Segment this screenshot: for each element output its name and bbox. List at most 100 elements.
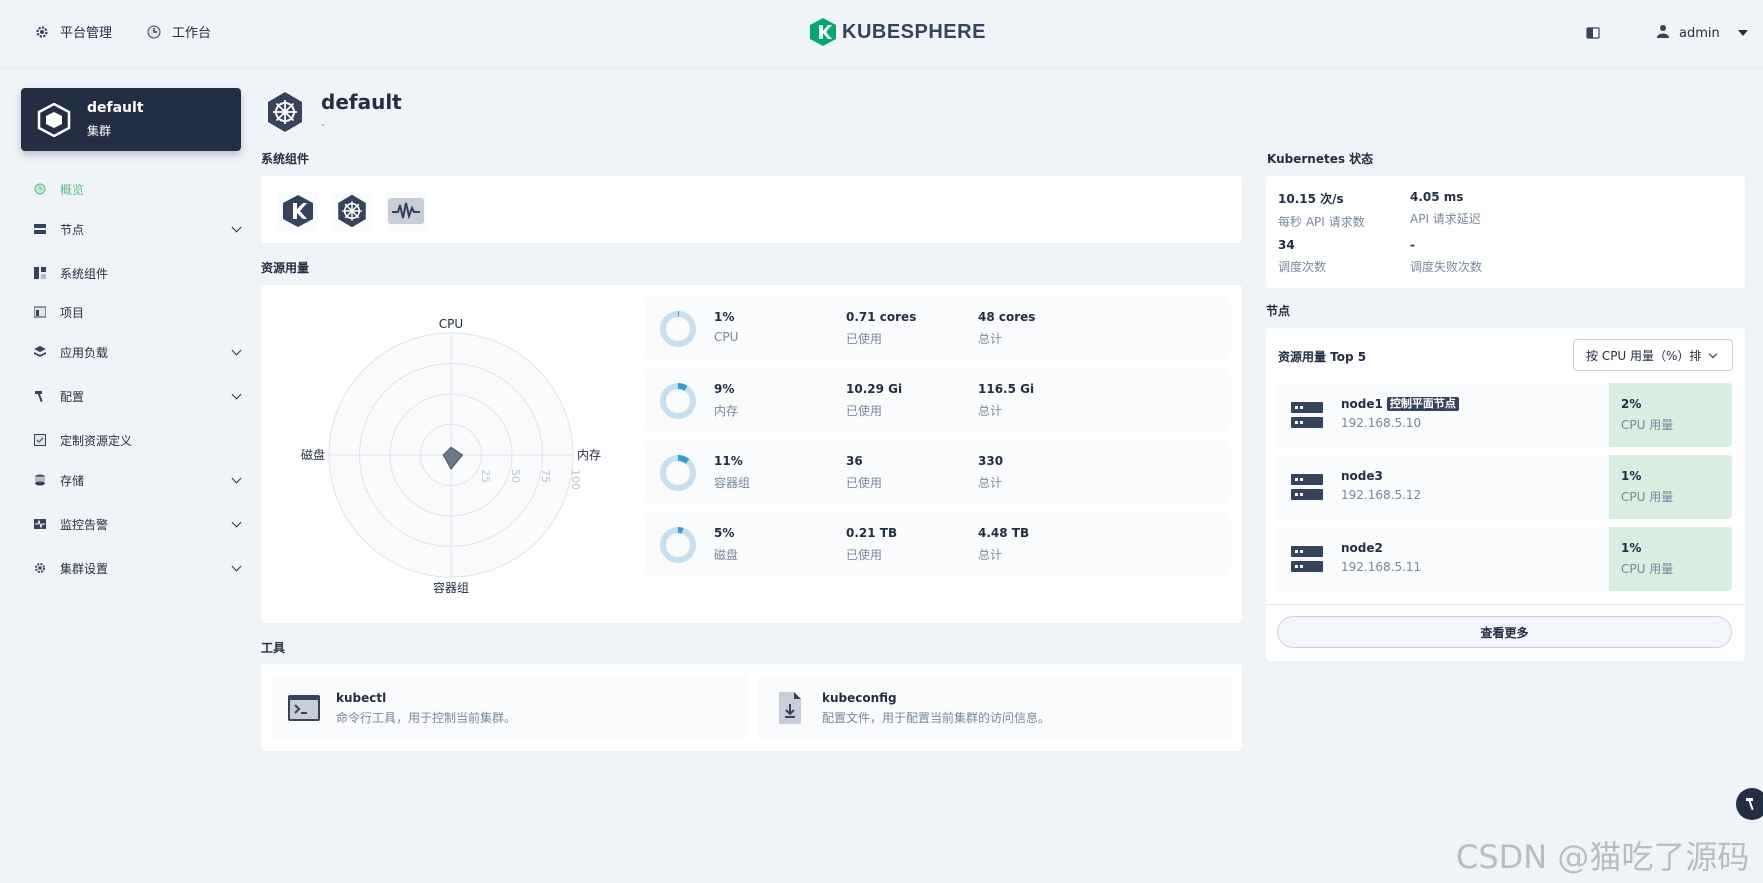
chevron-down-icon <box>231 473 242 484</box>
monitoring-icon <box>34 518 46 530</box>
sidebar-item-label: 概览 <box>60 182 85 197</box>
system-components-panel <box>261 176 1242 243</box>
node-row[interactable]: node2 192.168.5.11 1% CPU 用量 <box>1277 527 1732 591</box>
toolbox-button[interactable] <box>1736 788 1763 820</box>
stat-schedule-failures: - 调度失败次数 <box>1410 238 1482 275</box>
sidebar-item-projects[interactable]: 项目 <box>34 301 84 323</box>
user-menu[interactable]: admin <box>1657 24 1748 42</box>
sidebar-item-components[interactable]: 系统组件 <box>34 262 108 284</box>
sidebar-item-config[interactable]: 配置 <box>34 385 242 407</box>
donut-chart <box>660 311 696 347</box>
sidebar-item-workloads[interactable]: 应用负载 <box>34 341 242 363</box>
total-label: 总计 <box>978 332 1003 346</box>
stat-api-rps: 10.15 次/s 每秒 API 请求数 <box>1278 190 1365 230</box>
gear-icon <box>34 24 50 40</box>
workbench-link[interactable]: 工作台 <box>146 22 211 41</box>
node-name: node2 <box>1341 541 1383 555</box>
total-value: 48 cores <box>978 310 1036 324</box>
resource-name: 内存 <box>714 404 739 418</box>
radar-label-disk: 磁盘 <box>301 447 325 462</box>
usage-percent: 1% <box>714 310 735 324</box>
nodes-icon <box>34 223 46 235</box>
chevron-down-icon <box>231 389 242 400</box>
sidebar-item-label: 节点 <box>60 222 85 237</box>
node-cpu-usage: 1% CPU 用量 <box>1609 527 1732 591</box>
components-icon <box>34 267 46 279</box>
server-icon <box>1291 474 1323 500</box>
node-cpu-usage: 2% CPU 用量 <box>1609 383 1732 447</box>
sidebar-item-overview[interactable]: 概览 <box>34 178 84 200</box>
stat-label: 调度次数 <box>1278 260 1327 274</box>
kubernetes-component-icon[interactable] <box>332 191 372 231</box>
cluster-card[interactable]: default 集群 <box>21 88 241 151</box>
stat-value: - <box>1410 238 1415 252</box>
kubesphere-logo[interactable]: KUBESPHERE <box>810 18 986 46</box>
kubesphere-component-icon[interactable] <box>278 191 318 231</box>
terminal-icon <box>288 695 320 721</box>
usage-label: CPU 用量 <box>1621 562 1674 576</box>
workload-icon <box>34 346 46 358</box>
radar-tick: 50 <box>509 469 522 483</box>
username: admin <box>1679 25 1720 41</box>
donut-chart <box>660 455 696 491</box>
radar-label-cpu: CPU <box>439 317 463 331</box>
used-label: 已使用 <box>846 548 883 562</box>
used-label: 已使用 <box>846 476 883 490</box>
tool-name: kubectl <box>336 691 387 705</box>
monitoring-component-icon[interactable] <box>386 191 426 231</box>
usage-value: 2% <box>1621 397 1642 411</box>
sort-select[interactable]: 按 CPU 用量（%）排 <box>1573 339 1733 371</box>
tools-panel: kubectl 命令行工具，用于控制当前集群。 kubeconfig 配置文件，… <box>261 664 1242 751</box>
sidebar-item-label: 系统组件 <box>60 266 109 281</box>
dashboard-icon <box>146 24 162 40</box>
node-row[interactable]: node1 控制平面节点 192.168.5.10 2% CPU 用量 <box>1277 383 1732 447</box>
control-plane-badge: 控制平面节点 <box>1386 397 1459 411</box>
section-nodes: 节点 <box>1266 304 1291 318</box>
sidebar-item-storage[interactable]: 存储 <box>34 469 242 491</box>
total-value: 4.48 TB <box>978 526 1030 540</box>
view-more-button[interactable]: 查看更多 <box>1277 616 1732 648</box>
sidebar-item-cluster-settings[interactable]: 集群设置 <box>34 557 242 579</box>
watermark: CSDN @猫吃了源码 <box>1456 838 1750 876</box>
logo-text: KUBESPHERE <box>842 20 986 43</box>
gear-icon <box>34 562 46 574</box>
node-cpu-usage: 1% CPU 用量 <box>1609 455 1732 519</box>
used-value: 10.29 Gi <box>846 382 903 396</box>
resource-usage-panel: CPU 内存 容器组 磁盘 25 50 75 100 1% CPU 0.71 co… <box>261 285 1242 623</box>
section-system-components: 系统组件 <box>261 152 310 166</box>
total-value: 330 <box>978 454 1004 468</box>
sidebar-item-monitoring[interactable]: 监控告警 <box>34 513 242 535</box>
tool-description: 配置文件，用于配置当前集群的访问信息。 <box>822 711 1051 725</box>
resource-name: 容器组 <box>714 476 751 490</box>
sidebar-item-label: 应用负载 <box>60 345 109 360</box>
stat-api-latency: 4.05 ms API 请求延迟 <box>1410 190 1481 227</box>
total-value: 116.5 Gi <box>978 382 1035 396</box>
project-icon <box>34 306 46 318</box>
book-icon[interactable] <box>1586 26 1600 40</box>
k8s-status-panel: 10.15 次/s 每秒 API 请求数 4.05 ms API 请求延迟 34 调度… <box>1266 176 1745 288</box>
hammer-icon <box>34 390 46 402</box>
page-description: - <box>321 118 325 131</box>
crd-icon <box>34 434 46 446</box>
tool-name: kubeconfig <box>822 691 897 705</box>
sidebar-item-label: 监控告警 <box>60 517 109 532</box>
cluster-name: default <box>87 100 144 116</box>
overview-icon <box>34 183 46 195</box>
node-name: node3 <box>1341 469 1383 483</box>
platform-management-link[interactable]: 平台管理 <box>34 22 112 41</box>
usage-percent: 5% <box>714 526 735 540</box>
tool-kubeconfig[interactable]: kubeconfig 配置文件，用于配置当前集群的访问信息。 <box>758 675 1231 740</box>
resource-radar-chart: CPU 内存 容器组 磁盘 25 50 75 100 <box>301 317 601 595</box>
resource-row-cpu: 1% CPU 0.71 cores 已使用 48 cores 总计 <box>646 296 1231 360</box>
tool-kubectl[interactable]: kubectl 命令行工具，用于控制当前集群。 <box>272 675 747 740</box>
sidebar-item-nodes[interactable]: 节点 <box>34 218 242 240</box>
cluster-type: 集群 <box>87 124 112 138</box>
node-row[interactable]: node3 192.168.5.12 1% CPU 用量 <box>1277 455 1732 519</box>
radar-label-pods: 容器组 <box>433 580 469 595</box>
stat-value: 10.15 次/s <box>1278 192 1344 206</box>
resource-row-pods: 11% 容器组 36 已使用 330 总计 <box>646 440 1231 504</box>
sidebar-item-label: 项目 <box>60 305 85 320</box>
resource-row-memory: 9% 内存 10.29 Gi 已使用 116.5 Gi 总计 <box>646 368 1231 432</box>
radar-tick: 100 <box>569 469 582 490</box>
sidebar-item-crd[interactable]: 定制资源定义 <box>34 429 132 451</box>
